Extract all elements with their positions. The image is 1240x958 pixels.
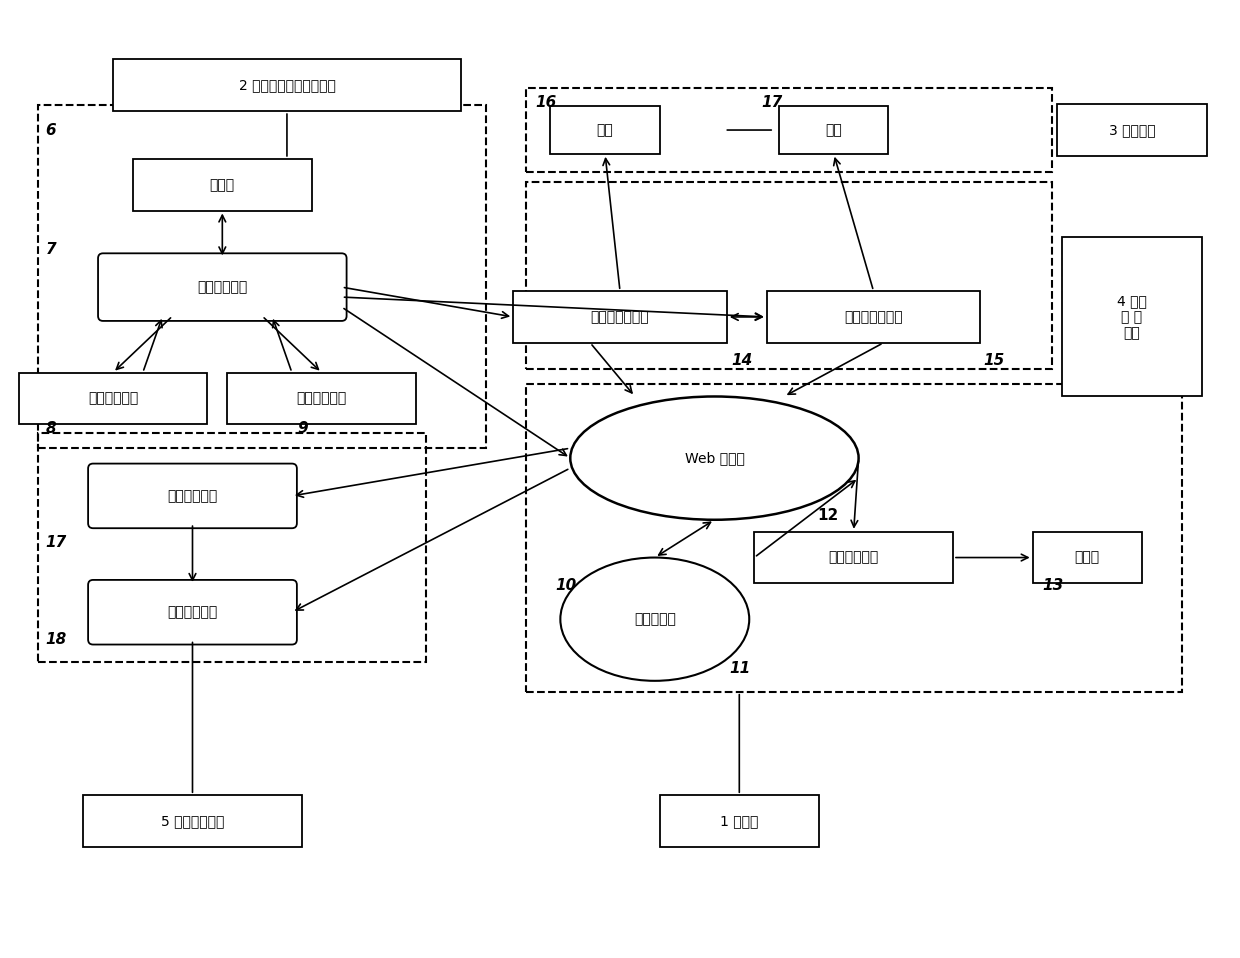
Text: 6: 6 xyxy=(46,123,56,138)
FancyBboxPatch shape xyxy=(83,795,301,847)
Ellipse shape xyxy=(560,558,749,681)
Text: 登记用计算机: 登记用计算机 xyxy=(197,280,248,294)
Text: 闸门: 闸门 xyxy=(596,123,614,137)
Text: 打印机: 打印机 xyxy=(1075,551,1100,564)
Text: 4 人脸
识 别
设备: 4 人脸 识 别 设备 xyxy=(1117,294,1147,340)
FancyBboxPatch shape xyxy=(88,464,296,528)
FancyBboxPatch shape xyxy=(779,106,888,154)
Text: 8: 8 xyxy=(46,421,56,436)
FancyBboxPatch shape xyxy=(1033,532,1142,583)
Text: 15: 15 xyxy=(983,354,1004,368)
Text: 17: 17 xyxy=(761,95,782,110)
Text: Web 服务器: Web 服务器 xyxy=(684,451,744,466)
FancyBboxPatch shape xyxy=(98,253,347,321)
FancyBboxPatch shape xyxy=(113,59,461,111)
FancyBboxPatch shape xyxy=(1063,238,1202,397)
Text: 18: 18 xyxy=(46,631,67,647)
Text: 12: 12 xyxy=(817,509,838,523)
Text: 3 进出闸门: 3 进出闸门 xyxy=(1109,123,1156,137)
Text: 14: 14 xyxy=(732,354,753,368)
Text: 1 服务器: 1 服务器 xyxy=(720,814,759,828)
Text: 13: 13 xyxy=(1043,578,1064,593)
Text: 会见卡读卡器: 会见卡读卡器 xyxy=(296,392,347,405)
FancyBboxPatch shape xyxy=(133,159,311,211)
FancyBboxPatch shape xyxy=(766,291,981,343)
Text: 9: 9 xyxy=(296,421,308,436)
Text: 入口监控终端: 入口监控终端 xyxy=(167,489,217,503)
Ellipse shape xyxy=(570,397,858,520)
Text: 出口监控终端: 出口监控终端 xyxy=(167,605,217,619)
Text: 数据服务器: 数据服务器 xyxy=(634,612,676,627)
FancyBboxPatch shape xyxy=(754,532,954,583)
FancyBboxPatch shape xyxy=(19,373,207,424)
Text: 5 实时显示设备: 5 实时显示设备 xyxy=(161,814,224,828)
Text: 10: 10 xyxy=(556,578,577,593)
FancyBboxPatch shape xyxy=(551,106,660,154)
Text: 11: 11 xyxy=(729,661,750,676)
Text: 入口人脸识别机: 入口人脸识别机 xyxy=(590,310,650,324)
FancyBboxPatch shape xyxy=(88,580,296,645)
FancyBboxPatch shape xyxy=(660,795,818,847)
Text: 身份证读卡器: 身份证读卡器 xyxy=(88,392,138,405)
Text: 16: 16 xyxy=(536,95,557,110)
Text: 17: 17 xyxy=(46,536,67,550)
Text: 报表浏览终端: 报表浏览终端 xyxy=(828,551,879,564)
Text: 注册机: 注册机 xyxy=(210,178,234,192)
Text: 2 人员信息采集注册设备: 2 人员信息采集注册设备 xyxy=(238,79,335,92)
FancyBboxPatch shape xyxy=(227,373,417,424)
FancyBboxPatch shape xyxy=(1058,104,1207,156)
Text: 闸门: 闸门 xyxy=(826,123,842,137)
FancyBboxPatch shape xyxy=(513,291,727,343)
Text: 7: 7 xyxy=(46,241,56,257)
Text: 出口人脸识别机: 出口人脸识别机 xyxy=(844,310,903,324)
